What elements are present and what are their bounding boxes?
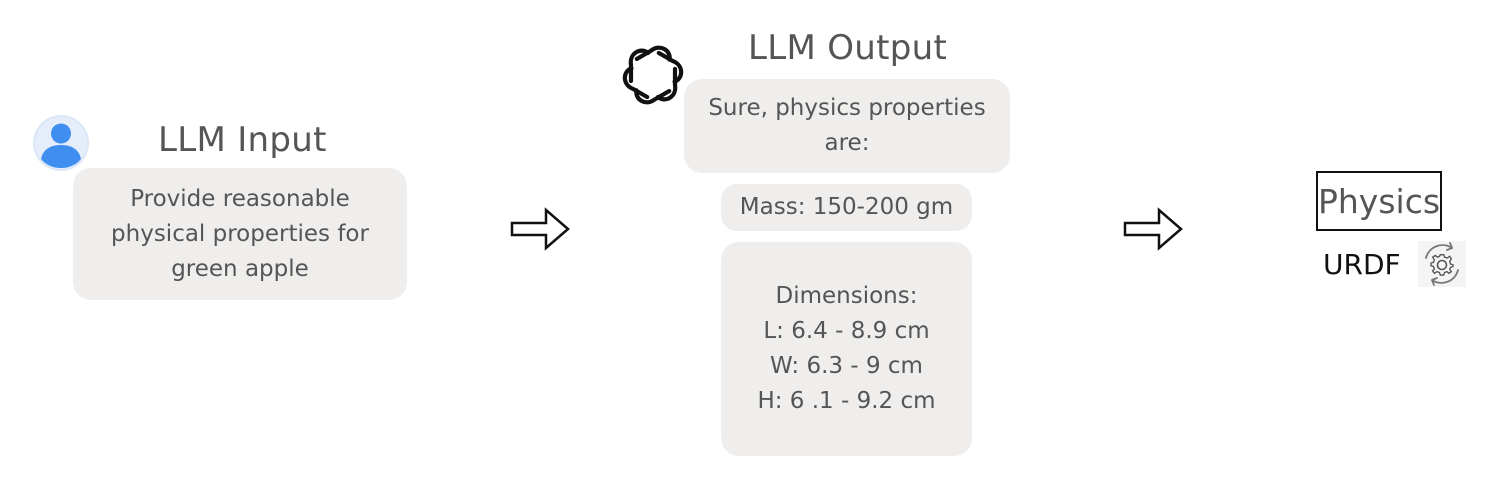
physics-box: Physics bbox=[1316, 171, 1442, 231]
input-prompt-line: Provide reasonable bbox=[130, 185, 350, 212]
urdf-label: URDF bbox=[1323, 248, 1401, 281]
dimensions-line: H: 6 .1 - 9.2 cm bbox=[757, 388, 936, 414]
output-intro-line: are: bbox=[824, 130, 870, 156]
user-avatar-icon bbox=[32, 114, 90, 172]
right-arrow-icon bbox=[510, 207, 572, 251]
right-arrow-icon bbox=[1123, 207, 1185, 251]
physics-label: Physics bbox=[1317, 181, 1441, 221]
output-intro-line: Sure, physics properties bbox=[708, 95, 986, 121]
mass-text: Mass: 150-200 gm bbox=[739, 194, 954, 220]
openai-logo-icon bbox=[622, 44, 684, 106]
input-prompt-bubble: Provide reasonable physical properties f… bbox=[73, 168, 407, 300]
output-intro-bubble: Sure, physics properties are: bbox=[684, 79, 1010, 173]
dimensions-line: Dimensions: bbox=[775, 283, 918, 309]
input-prompt-line: physical properties for bbox=[111, 220, 369, 247]
input-prompt-line: green apple bbox=[171, 255, 309, 282]
llm-output-title: LLM Output bbox=[748, 28, 948, 68]
llm-input-title: LLM Input bbox=[158, 120, 327, 160]
gear-sync-icon bbox=[1418, 241, 1466, 287]
dimensions-line: L: 6.4 - 8.9 cm bbox=[763, 318, 930, 344]
dimensions-bubble: Dimensions: L: 6.4 - 8.9 cm W: 6.3 - 9 c… bbox=[721, 242, 972, 456]
mass-bubble: Mass: 150-200 gm bbox=[721, 184, 972, 231]
dimensions-line: W: 6.3 - 9 cm bbox=[770, 353, 923, 379]
